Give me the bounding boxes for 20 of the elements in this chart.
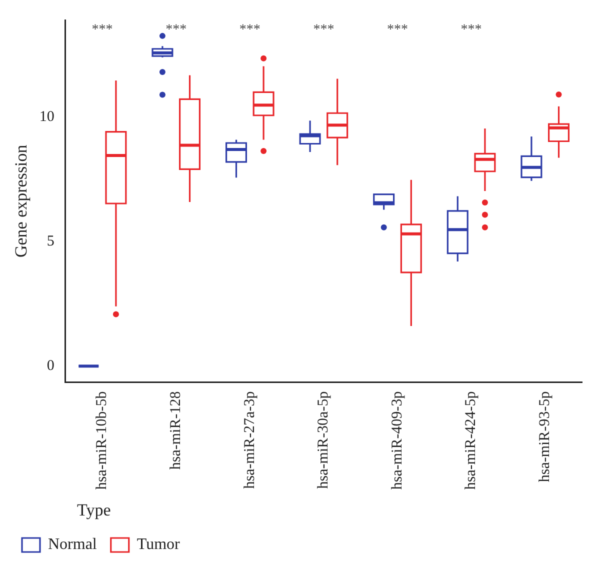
x-tick-label: hsa-miR-30a-5p xyxy=(316,391,332,489)
annotation: *** xyxy=(166,22,187,38)
annotation: *** xyxy=(313,22,334,38)
legend-title: Type xyxy=(77,500,111,520)
y-axis-title: Gene expression xyxy=(12,144,31,258)
x-tick-label: hsa-miR-424-5p xyxy=(463,391,480,490)
x-tick-label: hsa-miR-10b-5b xyxy=(94,391,110,490)
y-tick-label: 10 xyxy=(39,109,54,126)
annotation: *** xyxy=(239,22,260,38)
y-tick-label: 0 xyxy=(46,358,54,374)
x-tick-label: hsa-miR-128 xyxy=(168,391,184,470)
annotation: *** xyxy=(92,22,113,38)
annotation: *** xyxy=(387,22,408,38)
x-tick-label: hsa-miR-27a-3p xyxy=(242,391,258,489)
x-tick-label: hsa-miR-409-3p xyxy=(389,391,406,490)
annotation: *** xyxy=(460,22,482,38)
y-tick-label: 5 xyxy=(46,234,54,250)
x-tick-label: hsa-miR-93-5p xyxy=(537,391,554,482)
legend-label: Normal xyxy=(48,536,98,554)
legend-label: Tumor xyxy=(136,536,181,554)
